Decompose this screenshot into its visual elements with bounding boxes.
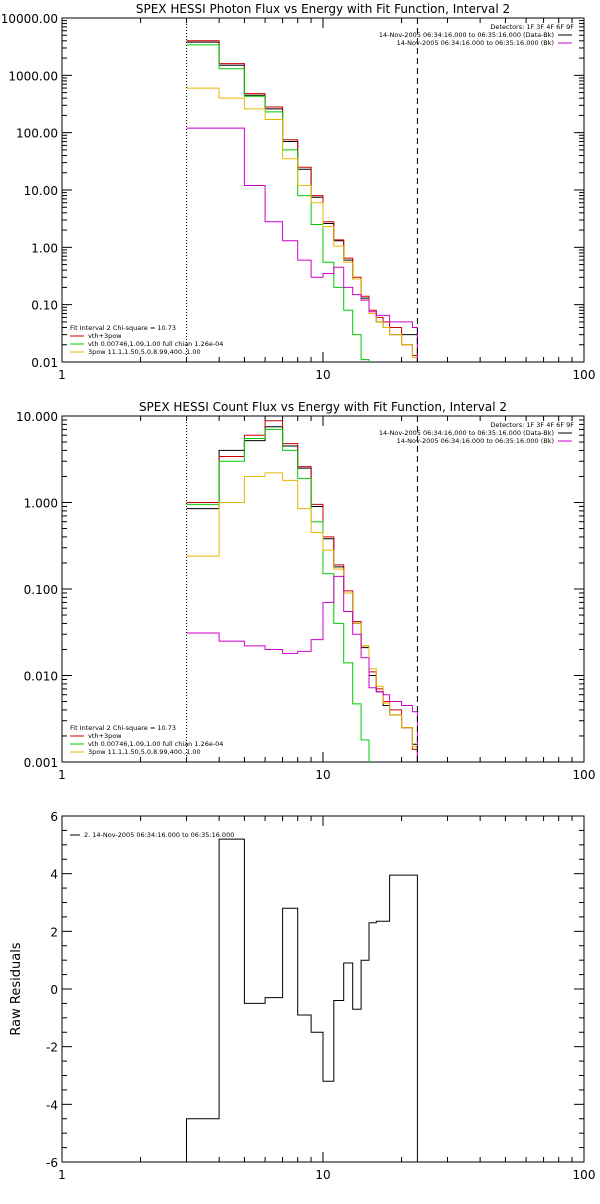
y-tick-label: -4 xyxy=(46,1098,58,1112)
series-line-vth-3pow xyxy=(186,40,418,362)
series-line-bk xyxy=(186,575,418,762)
y-tick-label: 0.10 xyxy=(31,299,58,313)
chart-panel-2: SPEX HESSI Count Flux vs Energy with Fit… xyxy=(16,400,595,782)
series-line-3pow xyxy=(186,472,418,762)
chart-panel-1: SPEX HESSI Photon Flux vs Energy with Fi… xyxy=(1,2,596,382)
series-group xyxy=(186,40,418,362)
y-tick-label: -2 xyxy=(46,1041,58,1055)
series-line-vth-3pow xyxy=(186,420,418,762)
y-tick-label: 4 xyxy=(50,868,58,882)
x-tick-label: 1 xyxy=(58,768,66,782)
y-tick-label: 1.000 xyxy=(24,497,58,511)
x-tick-label: 1 xyxy=(58,368,66,382)
chart-panel-3: 1 10 100 -6 -4 -2 0 2 4 6 Raw Residuals 2. 14-Nov-2… xyxy=(9,810,595,1182)
info-line: Detectors: 1F 3F 4F 6F 9F xyxy=(490,421,574,429)
legend-label: 3pow 11.1,1.50,5.0,8.99,400.,1.00 xyxy=(88,348,201,356)
legend-label: vth+3pow xyxy=(88,732,122,740)
y-tick-label: 0.100 xyxy=(24,583,58,597)
y-tick-label: 6 xyxy=(50,810,58,824)
y-tick-label: 1000.00 xyxy=(8,69,58,83)
info-line: 14-Nov-2005 06:34:16.000 to 06:35:16.000… xyxy=(379,429,554,437)
plot-frame xyxy=(61,415,585,763)
y-tick-label: 0.010 xyxy=(24,670,58,684)
series-line-2-14-nov-2005-06-34-16-000-to-06-35-16-000 xyxy=(186,838,418,1162)
y-tick-label: 1.00 xyxy=(31,241,58,255)
series-line-3pow xyxy=(186,87,418,362)
chart-title: SPEX HESSI Count Flux vs Energy with Fit… xyxy=(139,400,507,414)
y-tick-label: 2 xyxy=(50,925,58,939)
fit-label: Fit Interval 2 Chi-square = 10.73 xyxy=(70,324,176,332)
series-line-vth xyxy=(186,44,418,362)
series-line-bk xyxy=(186,127,418,362)
info-line: 14-Nov-2005 06:34:16.000 to 06:35:16.000… xyxy=(379,31,554,39)
series-line-vth xyxy=(186,428,418,762)
info-line: Detectors: 1F 3F 4F 6F 9F xyxy=(490,23,574,31)
y-tick-label: 100.00 xyxy=(16,127,58,141)
legend-label: vth+3pow xyxy=(88,332,122,340)
x-tick-label: 10 xyxy=(315,768,330,782)
plot-frame xyxy=(61,17,585,363)
y-tick-label: 0.001 xyxy=(24,756,58,770)
legend-label: 2. 14-Nov-2005 06:34:16.000 to 06:35:16.… xyxy=(84,831,234,839)
series-group xyxy=(186,838,418,1162)
legend-label: 3pow 11.1,1.50,5.0,8.99,400.,1.00 xyxy=(88,748,201,756)
y-tick-label: -6 xyxy=(46,1156,58,1170)
x-tick-label: 10 xyxy=(315,368,330,382)
y-axis-label: Raw Residuals xyxy=(9,942,24,1035)
y-tick-label: 10000.00 xyxy=(1,12,58,26)
y-tick-label: 10.000 xyxy=(16,410,58,424)
series-line-data-bk xyxy=(186,41,418,362)
legend-label: vth 0.00746,1.09,1.00 full chian 1.26e-0… xyxy=(88,740,223,748)
fit-label: Fit Interval 2 Chi-square = 10.73 xyxy=(70,724,176,732)
y-tick-label: 0 xyxy=(50,983,58,997)
y-tick-label: 10.00 xyxy=(24,184,58,198)
x-tick-label: 100 xyxy=(573,1168,596,1182)
x-tick-label: 100 xyxy=(573,368,596,382)
x-tick-label: 10 xyxy=(315,1168,330,1182)
legend-label: vth 0.00746,1.09,1.00 full chian 1.26e-0… xyxy=(88,340,223,348)
chart-title: SPEX HESSI Photon Flux vs Energy with Fi… xyxy=(136,2,510,16)
series-group xyxy=(186,420,418,762)
y-tick-label: 0.01 xyxy=(31,356,58,370)
series-line-data-bk xyxy=(186,426,418,762)
x-tick-label: 1 xyxy=(58,1168,66,1182)
plot-frame xyxy=(61,815,585,1163)
info-line: 14-Nov-2005 06:34:16.000 to 06:35:16.000… xyxy=(397,39,554,47)
info-line: 14-Nov-2005 06:34:16.000 to 06:35:16.000… xyxy=(397,437,554,445)
x-tick-label: 100 xyxy=(573,768,596,782)
